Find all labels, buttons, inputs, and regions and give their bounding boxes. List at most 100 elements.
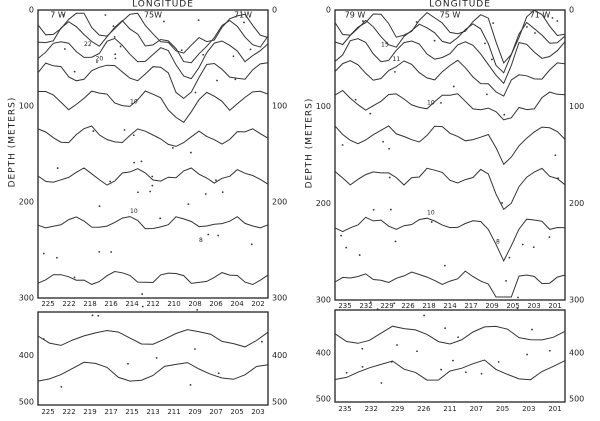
sample-dot xyxy=(260,340,263,343)
sample-dot xyxy=(127,362,129,365)
sample-dot xyxy=(396,344,398,346)
contour-label: 10 xyxy=(130,99,138,106)
sample-dot xyxy=(452,359,454,362)
station-label: 226 xyxy=(417,405,431,413)
contour-label: 22 xyxy=(84,41,92,48)
depth-label: 300 xyxy=(569,296,584,305)
longitude-label: 7 W xyxy=(50,11,66,20)
upper-frame xyxy=(334,9,566,301)
sample-dot xyxy=(133,161,136,164)
sample-dot xyxy=(388,147,391,150)
sample-dot xyxy=(361,347,364,350)
station-label: 211 xyxy=(167,408,180,416)
sample-dot xyxy=(362,20,364,22)
contour-label: 11 xyxy=(393,56,401,63)
sample-dot xyxy=(141,305,144,308)
sample-dot xyxy=(110,251,113,253)
sample-dot xyxy=(91,314,94,317)
contour-line xyxy=(37,37,269,80)
sample-dot xyxy=(457,336,459,339)
sample-dot xyxy=(440,368,443,371)
depth-label: 300 xyxy=(19,294,34,303)
station-label: 218 xyxy=(422,302,435,310)
sample-dot xyxy=(548,236,551,239)
sample-dot xyxy=(345,371,348,374)
sample-dot xyxy=(443,264,446,267)
depth-label: 200 xyxy=(569,199,584,208)
longitude-label: 79 W xyxy=(345,11,366,20)
sample-dot xyxy=(440,101,442,104)
contour-label: 10 xyxy=(427,99,435,106)
station-label: 206 xyxy=(209,300,223,308)
sample-dot xyxy=(119,45,122,48)
station-label: 204 xyxy=(230,300,244,308)
sample-dot xyxy=(372,208,375,211)
sample-dot xyxy=(340,234,343,237)
sample-dot xyxy=(389,208,392,211)
sample-dot xyxy=(98,250,101,253)
station-label: 205 xyxy=(230,408,243,416)
station-label: 229 xyxy=(380,302,393,310)
sample-dot xyxy=(508,256,511,259)
depth-label: 100 xyxy=(316,102,331,111)
contour-line xyxy=(334,19,566,74)
station-label: 205 xyxy=(496,405,509,413)
sample-dot xyxy=(187,203,190,206)
depth-label: 0 xyxy=(569,6,574,15)
sample-dot xyxy=(531,328,533,331)
station-label: 201 xyxy=(548,302,561,310)
contour-line xyxy=(334,89,566,121)
sample-dot xyxy=(554,154,557,157)
sample-dot xyxy=(532,246,535,249)
station-label: 207 xyxy=(470,405,483,413)
sample-dot xyxy=(189,384,192,386)
sample-dot xyxy=(393,302,396,305)
sample-dot xyxy=(104,14,107,16)
station-label: 232 xyxy=(365,405,378,413)
sample-dot xyxy=(369,112,372,115)
station-label: 203 xyxy=(522,405,535,413)
sample-dot xyxy=(557,177,560,180)
sample-dot xyxy=(232,55,235,58)
sample-dot xyxy=(151,175,154,178)
upper-frame xyxy=(37,9,269,299)
sample-dot xyxy=(526,353,528,356)
sample-dot xyxy=(503,113,506,116)
contour-line xyxy=(38,90,269,123)
sample-dot xyxy=(202,53,205,56)
contour-line xyxy=(37,216,269,230)
station-label: 216 xyxy=(104,300,118,308)
station-label: 213 xyxy=(146,408,159,416)
station-label: 235 xyxy=(338,405,351,413)
sample-dot xyxy=(189,151,192,154)
sample-dot xyxy=(140,160,143,163)
sample-dot xyxy=(98,205,101,208)
station-label: 226 xyxy=(401,302,415,310)
depth-label: 400 xyxy=(569,349,584,358)
depth-label: 300 xyxy=(272,294,287,303)
depth-label: 500 xyxy=(316,395,331,404)
sample-dot xyxy=(113,35,116,38)
sample-dot xyxy=(73,70,76,73)
depth-label: 500 xyxy=(19,397,34,406)
station-label: 235 xyxy=(338,302,351,310)
depth-label: 200 xyxy=(316,199,331,208)
station-label: 222 xyxy=(62,408,75,416)
sample-dot xyxy=(194,91,197,94)
longitude-label: 75 W xyxy=(440,11,461,20)
sample-dot xyxy=(55,256,58,259)
sample-dot xyxy=(423,314,426,317)
sample-dot xyxy=(141,293,144,295)
depth-axis-title: DEPTH (METERS) xyxy=(8,97,18,188)
sample-dot xyxy=(452,85,455,88)
sample-dot xyxy=(505,279,507,282)
sample-dot xyxy=(197,19,200,22)
lower-frame xyxy=(37,311,269,406)
contour-label: 20 xyxy=(96,55,104,62)
sample-dot xyxy=(480,372,483,375)
sample-dot xyxy=(485,93,488,96)
sample-dot xyxy=(556,20,559,22)
sample-dot xyxy=(341,144,344,146)
station-label: 210 xyxy=(167,300,180,308)
station-label: 219 xyxy=(83,408,96,416)
